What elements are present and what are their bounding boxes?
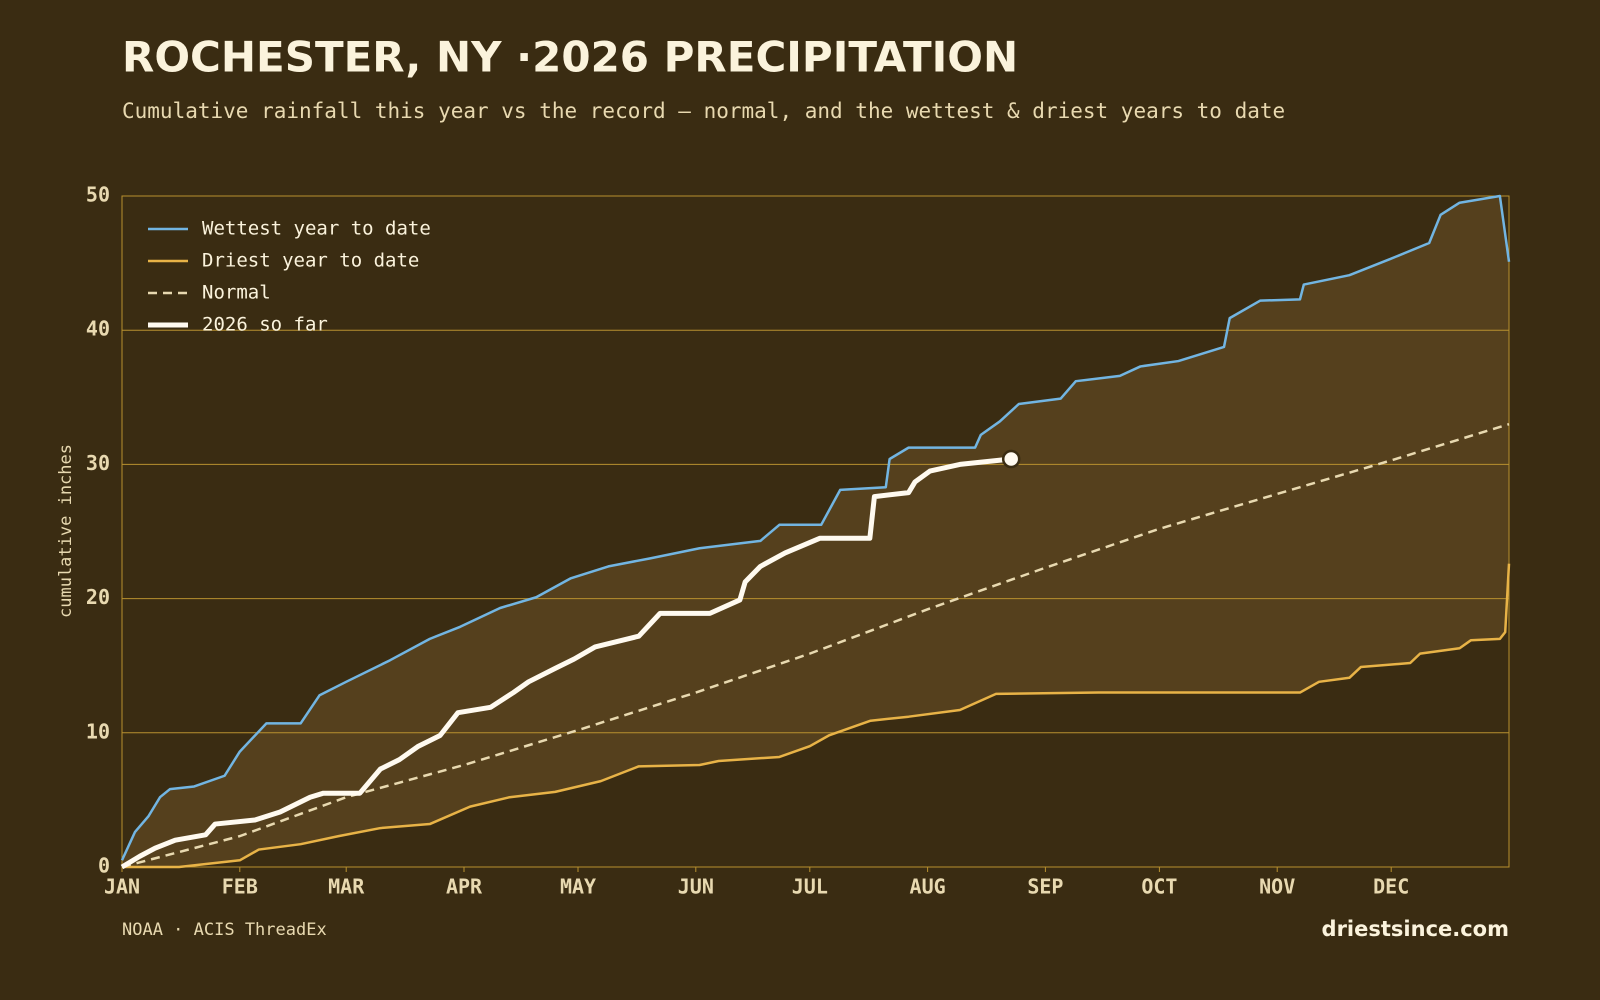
legend-label: 2026 so far bbox=[202, 314, 328, 336]
x-tick-label: FEB bbox=[222, 875, 258, 899]
x-tick-label: JAN bbox=[104, 875, 140, 899]
plot-frame bbox=[121, 195, 1510, 868]
y-tick-label: 30 bbox=[86, 451, 110, 475]
y-tick-label: 50 bbox=[86, 183, 110, 207]
y-axis-label: cumulative inches bbox=[56, 444, 76, 618]
legend-label: Driest year to date bbox=[202, 250, 419, 272]
series-line bbox=[120, 456, 1012, 870]
y-tick-label: 10 bbox=[86, 719, 110, 743]
x-tick-label: APR bbox=[446, 875, 483, 899]
x-tick-label: JUL bbox=[792, 875, 828, 899]
x-tick-label: MAY bbox=[560, 875, 596, 899]
series-line bbox=[122, 563, 1511, 869]
series-line bbox=[120, 194, 1511, 861]
legend-label: Wettest year to date bbox=[202, 218, 431, 240]
x-tick-label: AUG bbox=[910, 875, 946, 899]
x-tick-label: OCT bbox=[1141, 875, 1177, 899]
y-tick-label: 20 bbox=[86, 585, 110, 609]
brand: driestsince.com bbox=[1322, 917, 1509, 941]
legend-label: Normal bbox=[202, 282, 271, 304]
source: NOAA · ACIS ThreadEx bbox=[122, 920, 327, 940]
chart-title: ROCHESTER, NY ·2026 PRECIPITATION bbox=[122, 33, 1018, 82]
y-tick-label: 0 bbox=[98, 854, 110, 878]
x-tick-label: MAR bbox=[328, 875, 365, 899]
series-line bbox=[121, 422, 1510, 869]
x-tick-label: SEP bbox=[1027, 875, 1063, 899]
x-tick-label: NOV bbox=[1259, 875, 1295, 899]
y-tick-label: 40 bbox=[86, 317, 110, 341]
chart-subtitle: Cumulative rainfall this year vs the rec… bbox=[122, 99, 1285, 123]
end-marker bbox=[1001, 449, 1021, 469]
x-tick-label: JUN bbox=[678, 875, 714, 899]
x-tick-label: DEC bbox=[1373, 875, 1409, 899]
